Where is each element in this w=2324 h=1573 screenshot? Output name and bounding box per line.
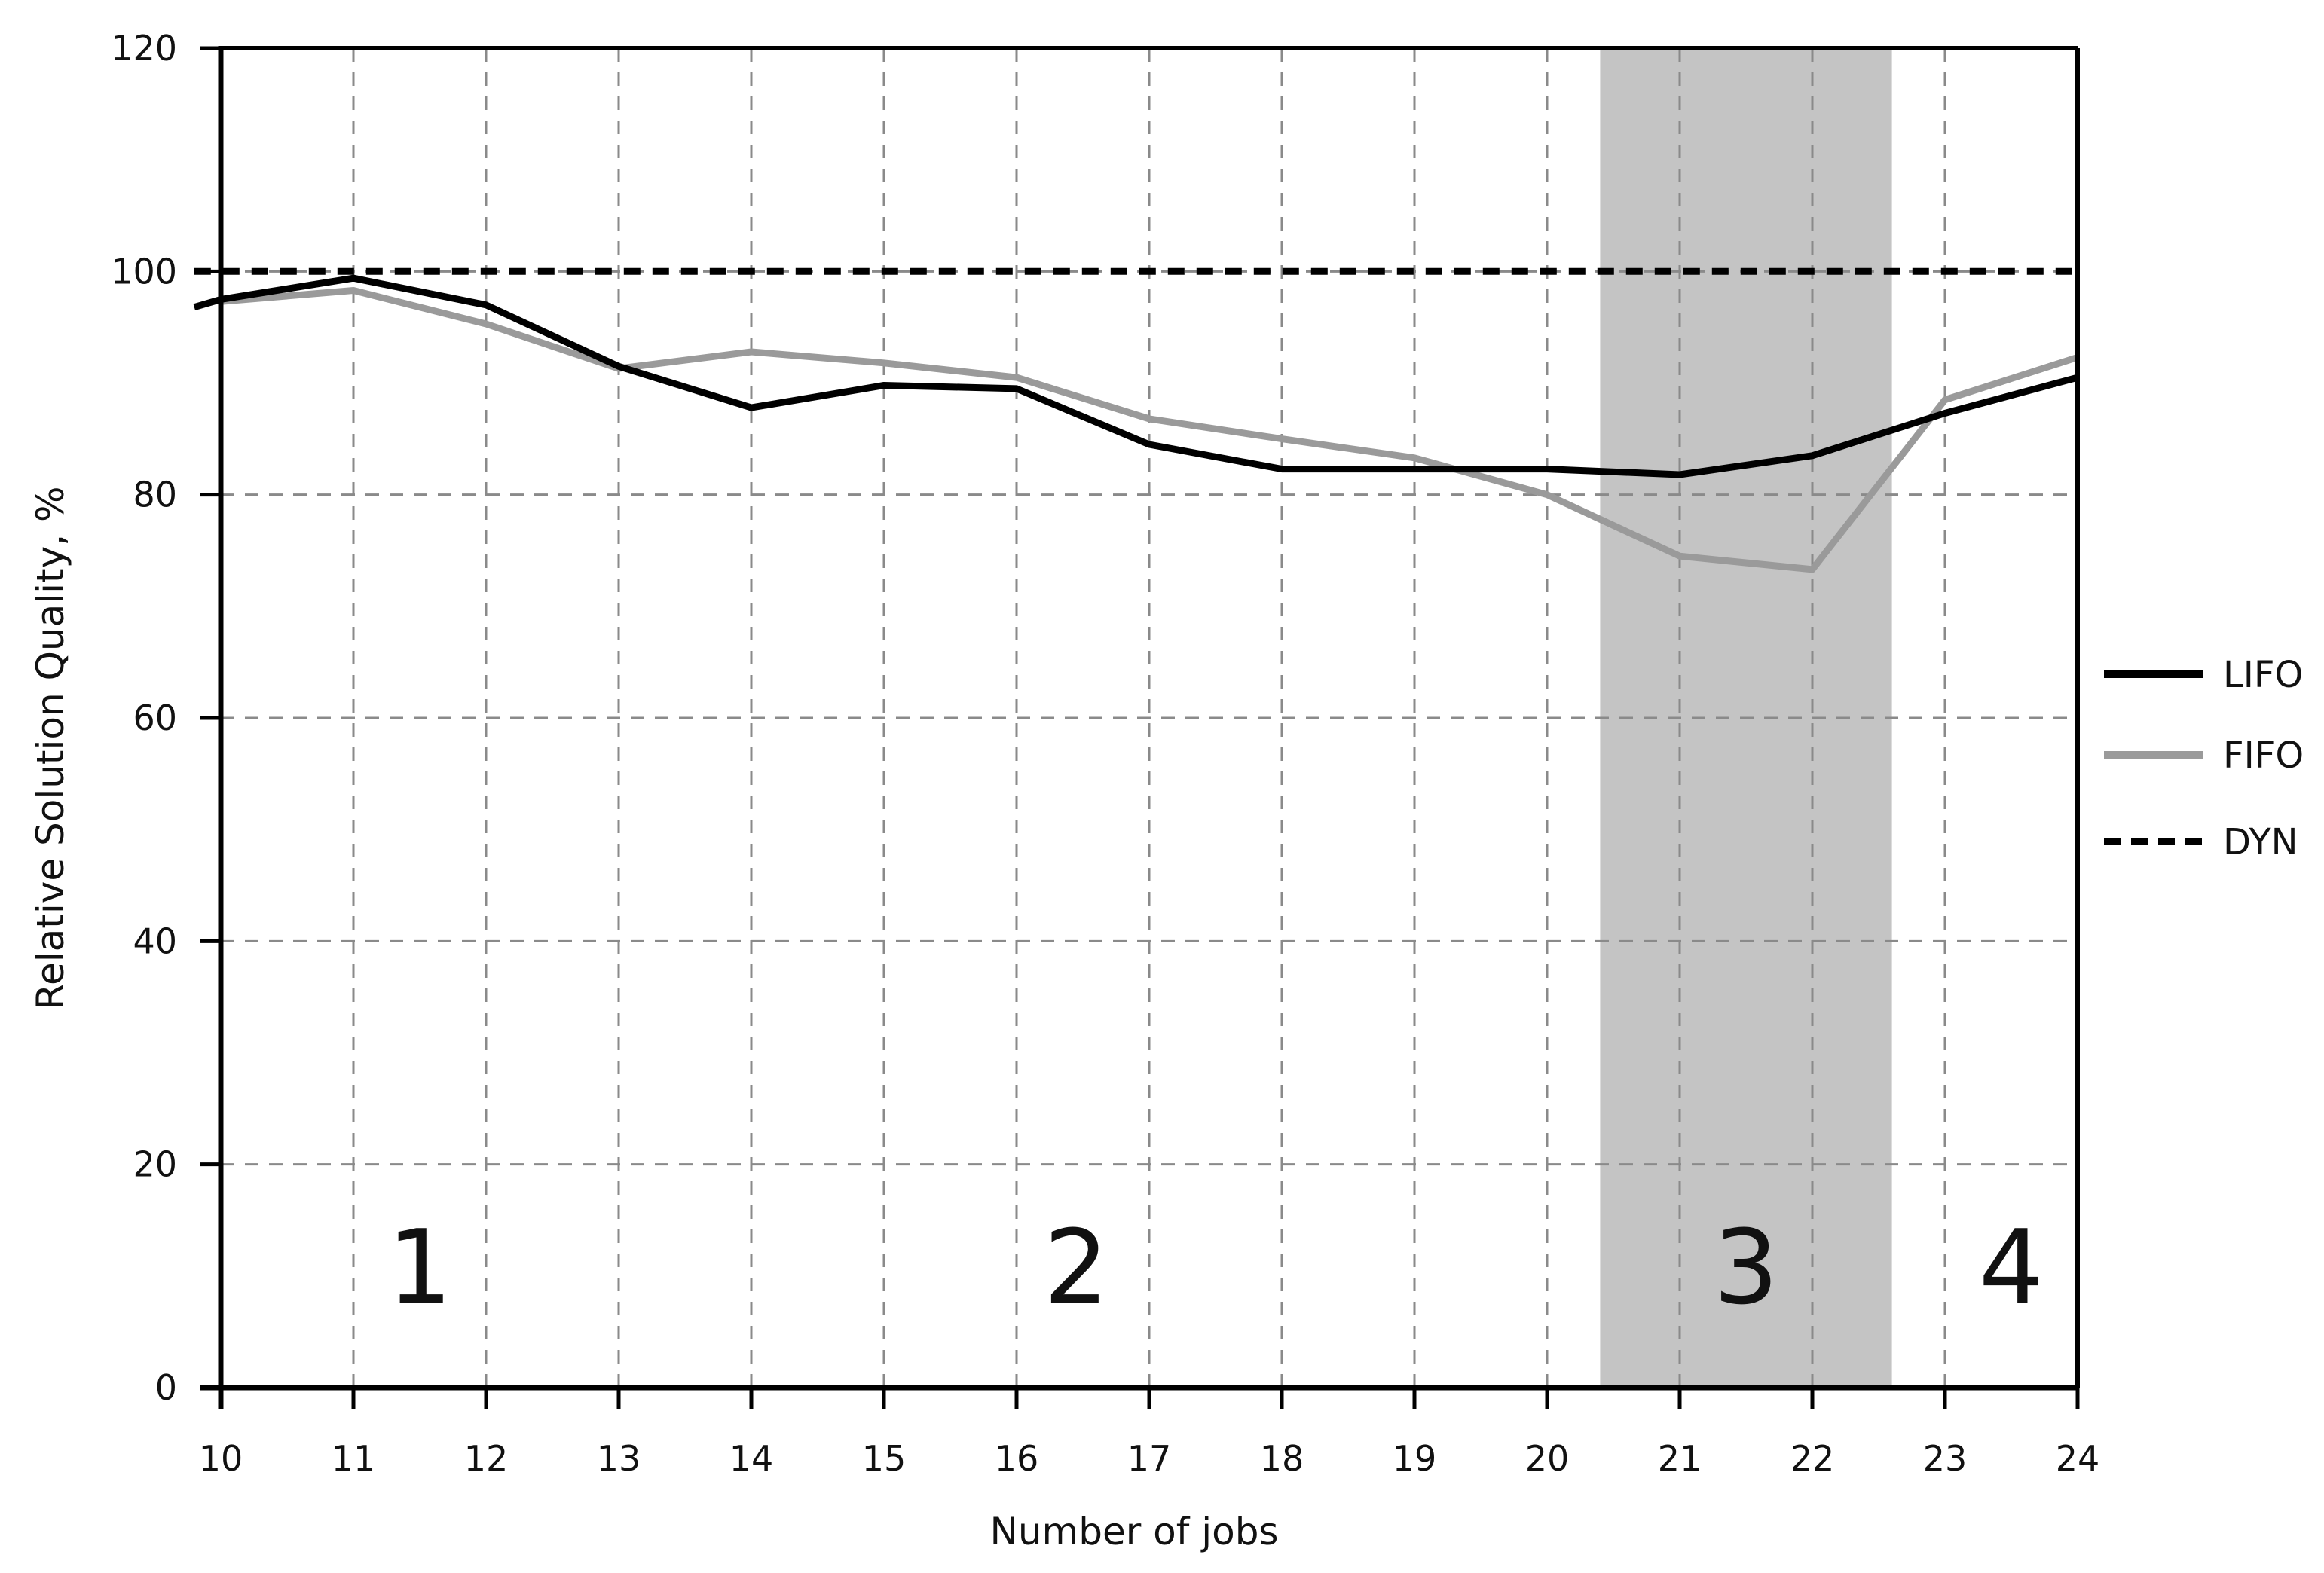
y-tick-label: 120	[111, 28, 177, 69]
region-label-layer: 1 2 3 4	[387, 1208, 2044, 1327]
region-label-1: 1	[387, 1208, 453, 1327]
x-tick-label: 16	[995, 1438, 1039, 1479]
legend: LIFO FIFO DYN	[2104, 654, 2304, 863]
x-tick-label: 12	[464, 1438, 509, 1479]
x-tick-label: 15	[862, 1438, 907, 1479]
y-tick-label: 20	[133, 1144, 177, 1185]
series-layer	[193, 267, 2079, 573]
x-tick-label: 11	[332, 1438, 376, 1479]
y-tick-label: 0	[155, 1367, 177, 1408]
axes-layer	[200, 46, 2080, 1409]
legend-label-fifo: FIFO	[2223, 735, 2304, 777]
region-label-4: 4	[1979, 1208, 2044, 1327]
x-tick-label: 10	[199, 1438, 243, 1479]
legend-label-dyn: DYN	[2223, 821, 2298, 863]
x-tick-label: 20	[1525, 1438, 1570, 1479]
region-label-3: 3	[1714, 1208, 1779, 1327]
y-tick-label: 60	[133, 698, 177, 738]
y-tick-label: 100	[111, 251, 177, 292]
x-tick-label: 17	[1127, 1438, 1172, 1479]
x-tick-label: 19	[1393, 1438, 1437, 1479]
x-axis-title: Number of jobs	[989, 1510, 1278, 1553]
y-tick-label: 80	[133, 475, 177, 515]
x-tick-label: 21	[1658, 1438, 1702, 1479]
y-tick-label: 40	[133, 921, 177, 961]
y-axis-title: Relative Solution Quality, %	[29, 486, 72, 1009]
x-tick-label: 22	[1790, 1438, 1835, 1479]
x-tick-label: 24	[2056, 1438, 2100, 1479]
x-tick-label: 18	[1260, 1438, 1304, 1479]
tick-label-layer: 10 11 12 13 14 15 16 17 18 19 20 21 22 23 240204060801…	[111, 28, 2099, 1479]
x-tick-label: 13	[597, 1438, 641, 1479]
x-tick-label: 14	[729, 1438, 774, 1479]
legend-label-lifo: LIFO	[2223, 654, 2303, 696]
x-tick-label: 23	[1923, 1438, 1968, 1479]
region-label-2: 2	[1044, 1208, 1109, 1327]
series-line-lifo	[193, 274, 2079, 478]
